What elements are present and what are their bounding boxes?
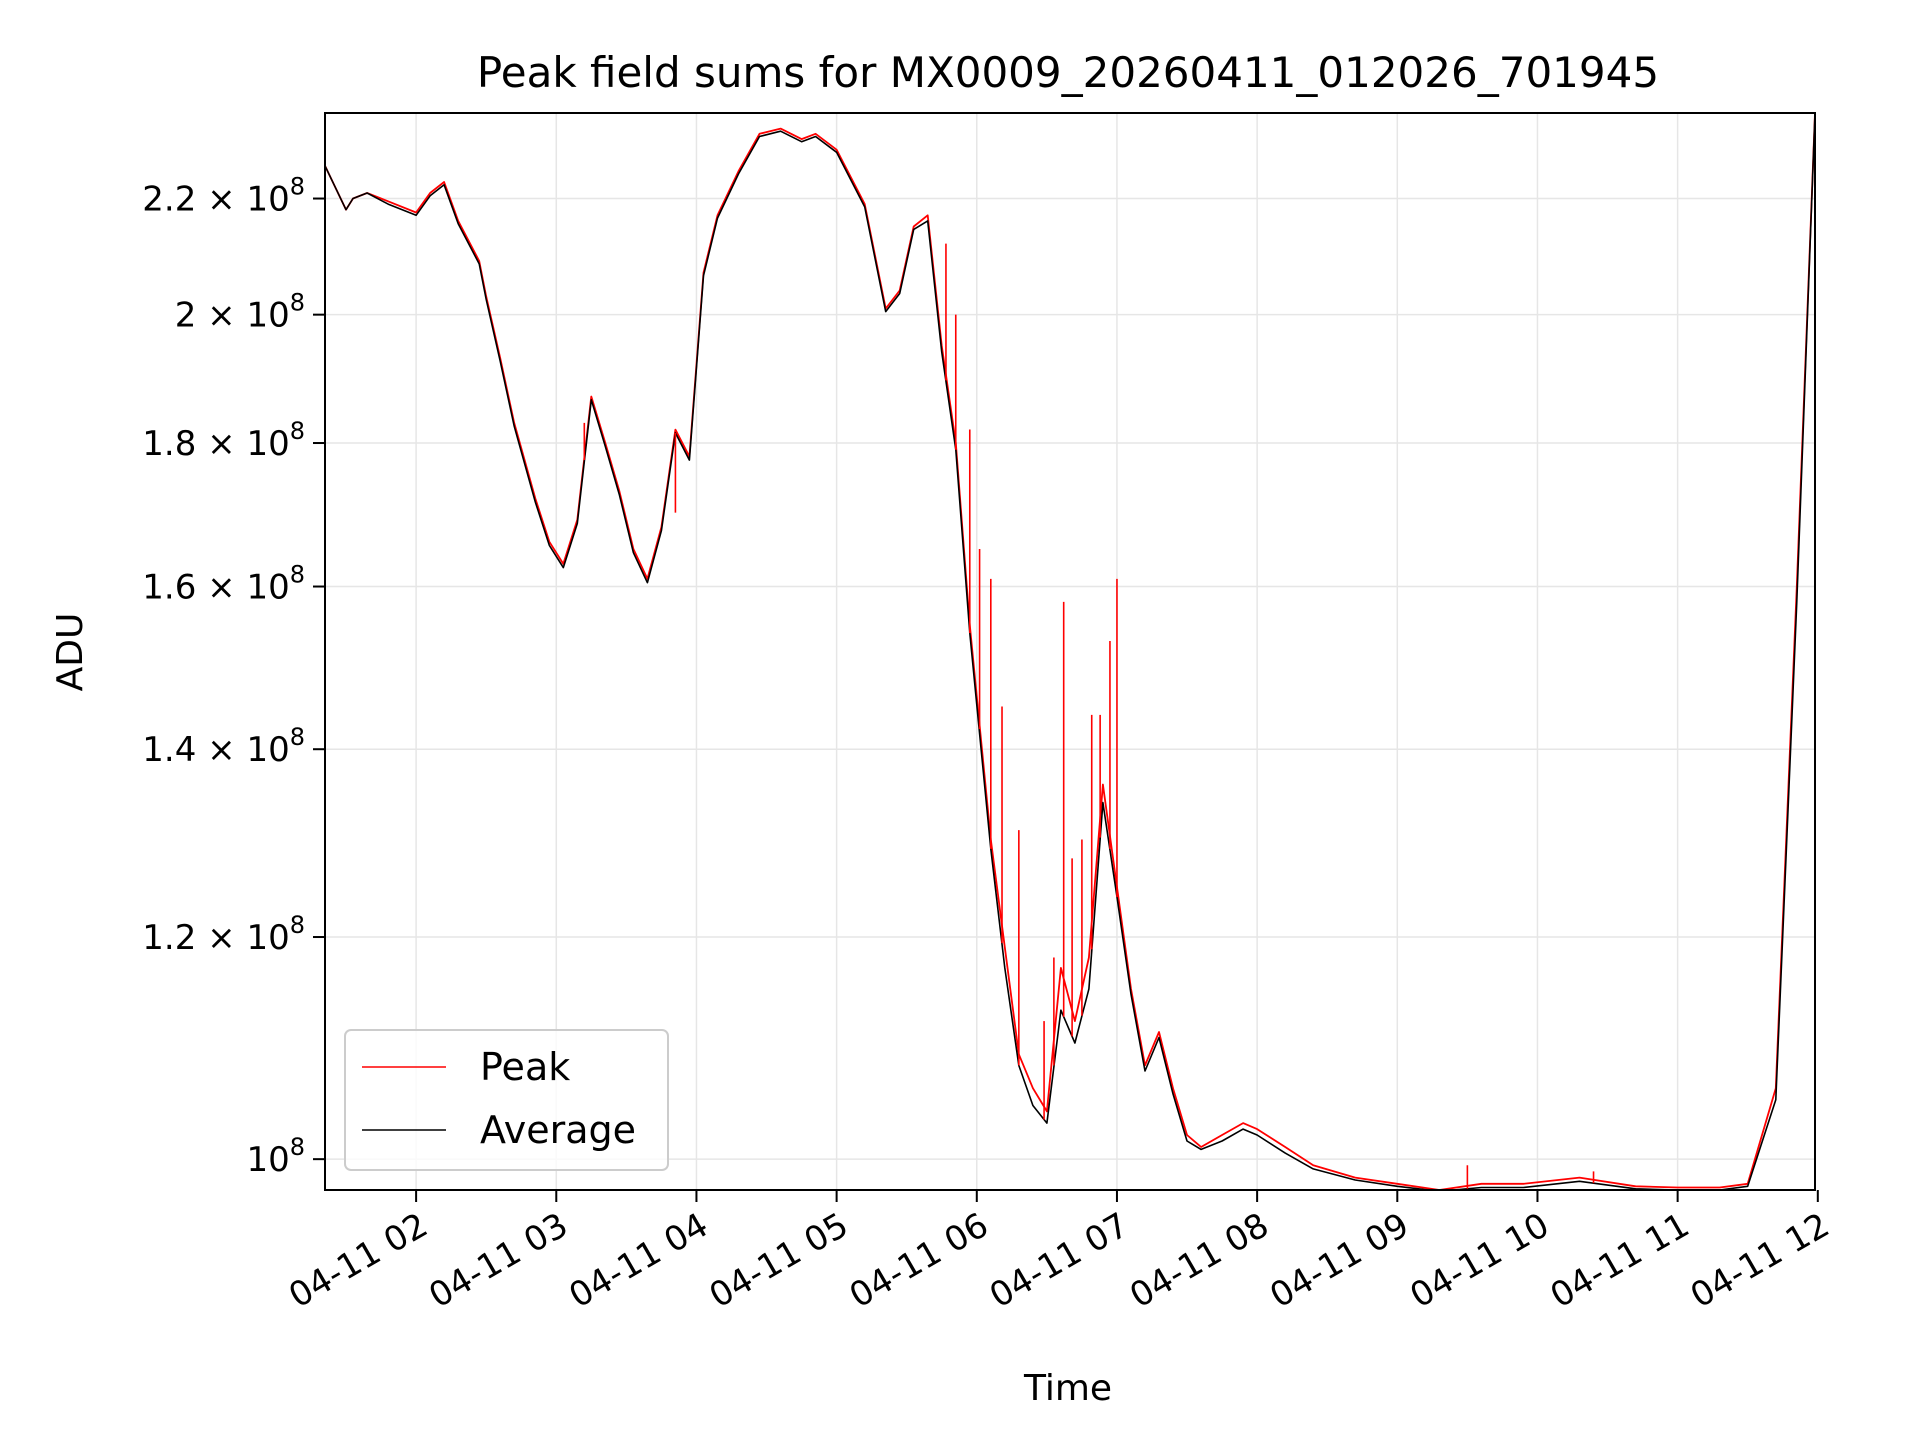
series-line-average: [325, 113, 1815, 1190]
x-axis-label: Time: [1023, 1368, 1112, 1409]
chart-title: Peak field sums for MX0009_20260411_0120…: [477, 48, 1659, 97]
legend: Peak Average: [344, 1029, 669, 1171]
y-axis-label: ADU: [50, 613, 91, 692]
y-tick-label: 108: [246, 1133, 305, 1180]
series-line-peak: [325, 113, 1815, 1190]
y-tick-label: 2.2 × 108: [142, 173, 305, 220]
y-tick-label: 2 × 108: [175, 289, 305, 336]
series-layer: [325, 113, 1815, 1190]
legend-box: [344, 1029, 669, 1171]
legend-label-peak: Peak: [480, 1045, 570, 1089]
grid-lines: [325, 113, 1815, 1190]
plot-frame: [324, 112, 1816, 1191]
y-tick-label: 1.6 × 108: [142, 561, 305, 608]
y-tick-label: 1.8 × 108: [142, 417, 305, 464]
legend-label-average: Average: [480, 1108, 636, 1152]
y-tick-label: 1.4 × 108: [142, 723, 305, 770]
y-axis-ticks: 108 1.2 × 108 1.4 × 108 1.6 × 108 1.8 × 108 2…: [142, 173, 325, 1180]
y-tick-label: 1.2 × 108: [142, 911, 305, 958]
